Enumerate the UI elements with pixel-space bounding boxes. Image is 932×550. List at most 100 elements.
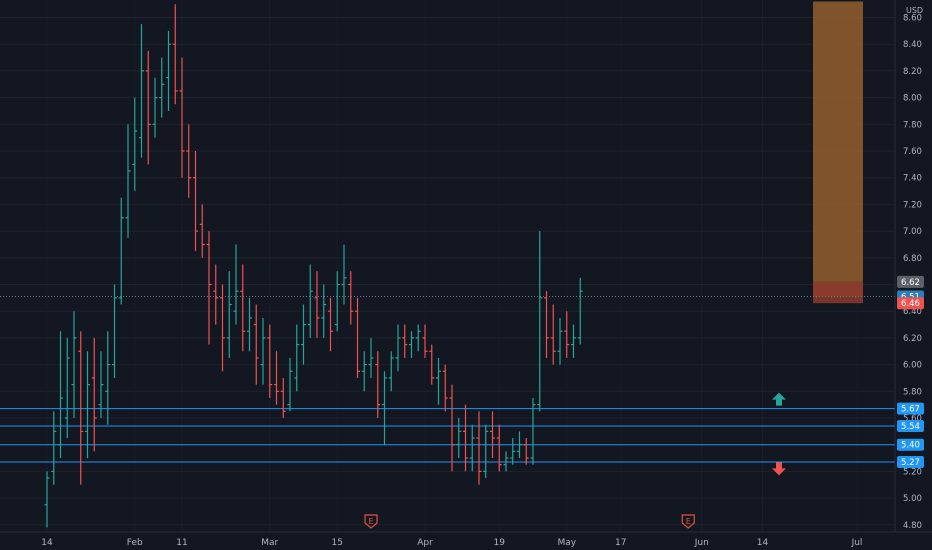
y-tick-label: 8.20 — [903, 67, 922, 77]
target-zone[interactable] — [813, 1, 863, 282]
x-tick-label: 17 — [615, 538, 626, 548]
currency-label: USD — [906, 6, 923, 15]
ohlc-bar — [233, 244, 239, 325]
ohlc-bar — [361, 351, 367, 392]
level-badge-text: 5.67 — [901, 405, 920, 415]
ohlc-bar — [307, 264, 313, 338]
earnings-marker[interactable]: E — [681, 514, 695, 529]
y-tick-label: 6.80 — [903, 254, 922, 264]
x-tick-label: Jul — [851, 538, 863, 548]
x-tick-label: 11 — [176, 538, 187, 548]
y-tick-label: 7.00 — [903, 227, 922, 237]
ohlc-bar — [213, 264, 219, 325]
stop-badge — [897, 297, 924, 310]
ohlc-bar — [71, 311, 77, 418]
y-tick-label: 5.80 — [903, 387, 922, 397]
level-badge-text: 5.54 — [901, 422, 920, 432]
level-badge — [897, 438, 924, 451]
ohlc-bar — [112, 284, 117, 378]
y-tick-label: 8.40 — [903, 40, 922, 50]
y-tick-label: 8.60 — [903, 14, 922, 24]
ohlc-bar — [98, 351, 104, 418]
ohlc-bar — [159, 57, 165, 118]
ohlc-bar — [301, 304, 306, 365]
ohlc-bar — [253, 304, 259, 385]
y-tick-label: 5.20 — [903, 467, 922, 477]
y-tick-label: 5.60 — [903, 414, 922, 424]
ohlc-bar — [328, 297, 333, 352]
ohlc-bar — [152, 77, 158, 138]
position-tool[interactable] — [813, 1, 863, 304]
ohlc-bar — [280, 377, 286, 418]
ohlc-bar — [537, 231, 543, 412]
ohlc-bar — [179, 57, 185, 178]
x-tick-label: Apr — [417, 538, 433, 548]
x-tick-label: 14 — [757, 538, 769, 548]
ohlc-bar — [442, 364, 448, 412]
grid — [0, 17, 895, 526]
y-tick-label: 5.00 — [903, 494, 922, 504]
ohlc-bar — [226, 271, 232, 358]
y-tick-label: 7.80 — [903, 120, 922, 130]
ohlc-bar — [517, 431, 522, 459]
ohlc-bar — [449, 384, 455, 472]
ohlc-bar — [105, 331, 111, 425]
time-axis[interactable]: 14 Feb 11 Mar 15 Apr 19 May 17 Jun 14 Jul — [41, 538, 862, 548]
ohlc-bar — [321, 284, 327, 338]
ohlc-bar — [571, 324, 576, 358]
x-tick-label: May — [557, 538, 576, 548]
y-tick-label: 7.40 — [903, 174, 922, 184]
ohlc-bar — [44, 471, 50, 528]
x-tick-label: Jun — [694, 538, 709, 548]
ohlc-bar — [469, 424, 475, 472]
target-badge — [897, 275, 924, 288]
y-tick-label: 7.20 — [903, 200, 922, 210]
x-tick-label: Mar — [261, 538, 278, 548]
ohlc-bar — [422, 324, 428, 358]
ohlc-bar — [64, 337, 70, 439]
y-tick-label: 6.20 — [903, 334, 922, 344]
level-badge — [897, 456, 924, 469]
ohlc-bar — [510, 438, 516, 465]
ohlc-bar — [199, 204, 205, 258]
ohlc-bar — [186, 124, 192, 198]
ohlc-bar — [132, 97, 138, 192]
arrow-up-icon — [772, 392, 786, 406]
y-tick-label: 4.80 — [903, 521, 922, 531]
ohlc-bar — [368, 337, 374, 378]
ohlc-bar — [267, 324, 273, 398]
ohlc-bar — [395, 324, 401, 372]
ohlc-bar — [496, 424, 502, 472]
earnings-marker[interactable]: E — [364, 514, 378, 529]
ohlc-bar — [334, 271, 340, 332]
ohlc-bar — [260, 317, 266, 385]
ohlc-bar — [287, 357, 293, 412]
horizontal-levels[interactable] — [0, 296, 895, 463]
stop-zone[interactable] — [813, 281, 863, 304]
ohlc-bar — [85, 351, 90, 459]
earnings-marker-label: E — [368, 517, 373, 526]
ohlc-bar — [388, 351, 394, 392]
ohlc-bar — [341, 244, 347, 305]
ohlc-bar — [139, 24, 144, 158]
x-tick-label: 15 — [332, 538, 343, 548]
ohlc-bar — [348, 271, 354, 325]
ohlc-bar — [193, 151, 198, 252]
x-tick-label: 14 — [41, 538, 53, 548]
ohlc-bar — [78, 331, 84, 485]
ohlc-bar — [490, 411, 495, 459]
ohlc-bar — [220, 284, 225, 372]
level-badge — [897, 420, 924, 433]
ohlc-bar — [577, 277, 583, 345]
ohlc-bar — [550, 304, 556, 365]
arrow-down-icon — [772, 462, 786, 476]
target-badge-text: 6.62 — [901, 278, 920, 288]
ohlc-bar — [375, 351, 381, 418]
level-badge-text: 5.40 — [901, 441, 920, 451]
ohlc-bar — [58, 331, 63, 459]
ohlc-bar — [172, 4, 178, 105]
y-tick-label: 6.40 — [903, 307, 922, 317]
ohlc-bar — [355, 297, 360, 378]
